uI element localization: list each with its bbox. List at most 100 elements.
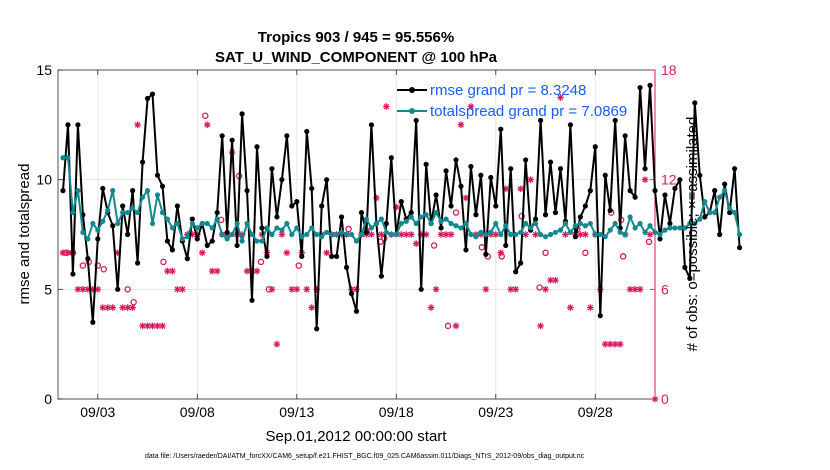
rmse-point <box>682 264 688 270</box>
obs-assimilated-marker <box>427 304 435 311</box>
obs-possible-marker <box>130 298 137 306</box>
rmse-point <box>383 220 389 227</box>
obs-assimilated-marker <box>149 322 156 330</box>
rmse-point <box>567 122 574 128</box>
spread-point <box>299 234 305 240</box>
spread-point <box>577 220 583 227</box>
rmse-point <box>100 185 106 192</box>
spread-point <box>90 220 96 227</box>
obs-assimilated-marker <box>542 286 549 293</box>
obs-assimilated-marker <box>507 286 515 293</box>
obs-assimilated-marker <box>213 267 221 275</box>
spread-point <box>453 223 459 229</box>
obs-assimilated-marker <box>522 231 529 238</box>
spread-point <box>319 234 325 240</box>
obs-possible-marker <box>160 258 167 266</box>
footnote: data file: /Users/raeder/DAI/ATM_forcXX/… <box>145 453 585 460</box>
rmse-point <box>413 117 419 124</box>
spread-point <box>736 231 743 238</box>
rmse-point <box>712 188 718 194</box>
rmse-point <box>478 172 484 178</box>
y-tick-label-right: 12 <box>661 172 677 188</box>
obs-assimilated-marker <box>651 395 659 403</box>
spread-point <box>712 209 718 216</box>
spread-point <box>717 194 723 200</box>
obs-assimilated-marker <box>368 231 375 238</box>
rmse-point <box>453 157 459 163</box>
rmse-point <box>408 209 414 216</box>
rmse-point <box>542 212 549 218</box>
spread-point <box>244 220 250 227</box>
rmse-point <box>503 242 509 249</box>
rmse-point <box>169 247 176 253</box>
spread-point <box>75 188 81 194</box>
obs-assimilated-marker <box>631 286 639 293</box>
obs-assimilated-marker <box>288 286 296 293</box>
spread-point <box>189 220 195 227</box>
obs-assimilated-marker <box>582 231 589 238</box>
obs-assimilated-marker <box>606 340 614 348</box>
spread-point <box>607 227 613 233</box>
rmse-point <box>577 214 583 220</box>
rmse-point <box>110 223 116 229</box>
rmse-point <box>607 207 613 213</box>
y-tick-label-right: 18 <box>661 62 677 78</box>
legend-marker-rmse <box>409 87 415 93</box>
obs-assimilated-marker <box>422 231 430 238</box>
spread-point <box>662 227 668 233</box>
obs-possible-marker <box>345 225 352 233</box>
spread-point <box>542 234 549 240</box>
rmse-point <box>90 319 96 325</box>
obs-assimilated-marker <box>412 240 420 247</box>
rmse-point <box>274 214 280 220</box>
obs-possible-marker <box>645 238 653 246</box>
rmse-point <box>194 236 200 242</box>
obs-assimilated-marker <box>497 249 505 257</box>
rmse-point <box>642 166 648 172</box>
obs-assimilated-marker <box>293 286 301 293</box>
rmse-point <box>120 203 126 209</box>
spread-point <box>254 238 260 244</box>
obs-possible-marker <box>542 249 549 257</box>
spread-point <box>378 216 384 222</box>
spread-point <box>209 225 215 231</box>
obs-possible-marker <box>536 284 543 291</box>
rmse-point <box>448 203 454 209</box>
spread-point <box>398 220 404 227</box>
spread-point <box>130 205 136 211</box>
rmse-point <box>612 117 618 124</box>
rmse-point <box>95 236 101 242</box>
rmse-point <box>174 203 180 209</box>
x-tick-label: 09/18 <box>379 404 414 420</box>
obs-assimilated-marker <box>547 276 554 284</box>
rmse-point <box>324 177 330 183</box>
spread-point <box>537 231 544 238</box>
spread-point <box>552 229 559 235</box>
rmse-point <box>269 166 275 172</box>
obs-assimilated-marker <box>567 304 574 311</box>
rmse-point <box>667 220 673 227</box>
spread-point <box>528 225 534 231</box>
obs-possible-marker <box>79 262 87 269</box>
obs-assimilated-marker <box>179 286 186 293</box>
obs-assimilated-marker <box>253 267 261 275</box>
spread-point <box>533 220 539 227</box>
obs-assimilated-marker <box>243 267 251 275</box>
spread-point <box>503 223 509 229</box>
spread-point <box>229 231 235 238</box>
spread-point <box>438 218 444 224</box>
spread-point <box>264 225 270 231</box>
axis-ticks: 09/03 09/08 09/13 09/18 09/23 09/28 0 5 10 15 0 6 12… <box>36 62 676 420</box>
rmse-point <box>677 177 683 183</box>
rmse-point <box>736 245 743 251</box>
rmse-point <box>627 188 633 194</box>
x-tick-label: 09/23 <box>478 404 513 420</box>
rmse-point <box>319 203 325 209</box>
spread-point <box>423 212 429 218</box>
spread-point <box>652 229 658 235</box>
rmse-point <box>239 111 245 117</box>
obs-assimilated-marker <box>268 286 276 293</box>
rmse-point <box>483 251 489 257</box>
spread-point <box>602 234 608 240</box>
rmse-point <box>388 155 394 161</box>
